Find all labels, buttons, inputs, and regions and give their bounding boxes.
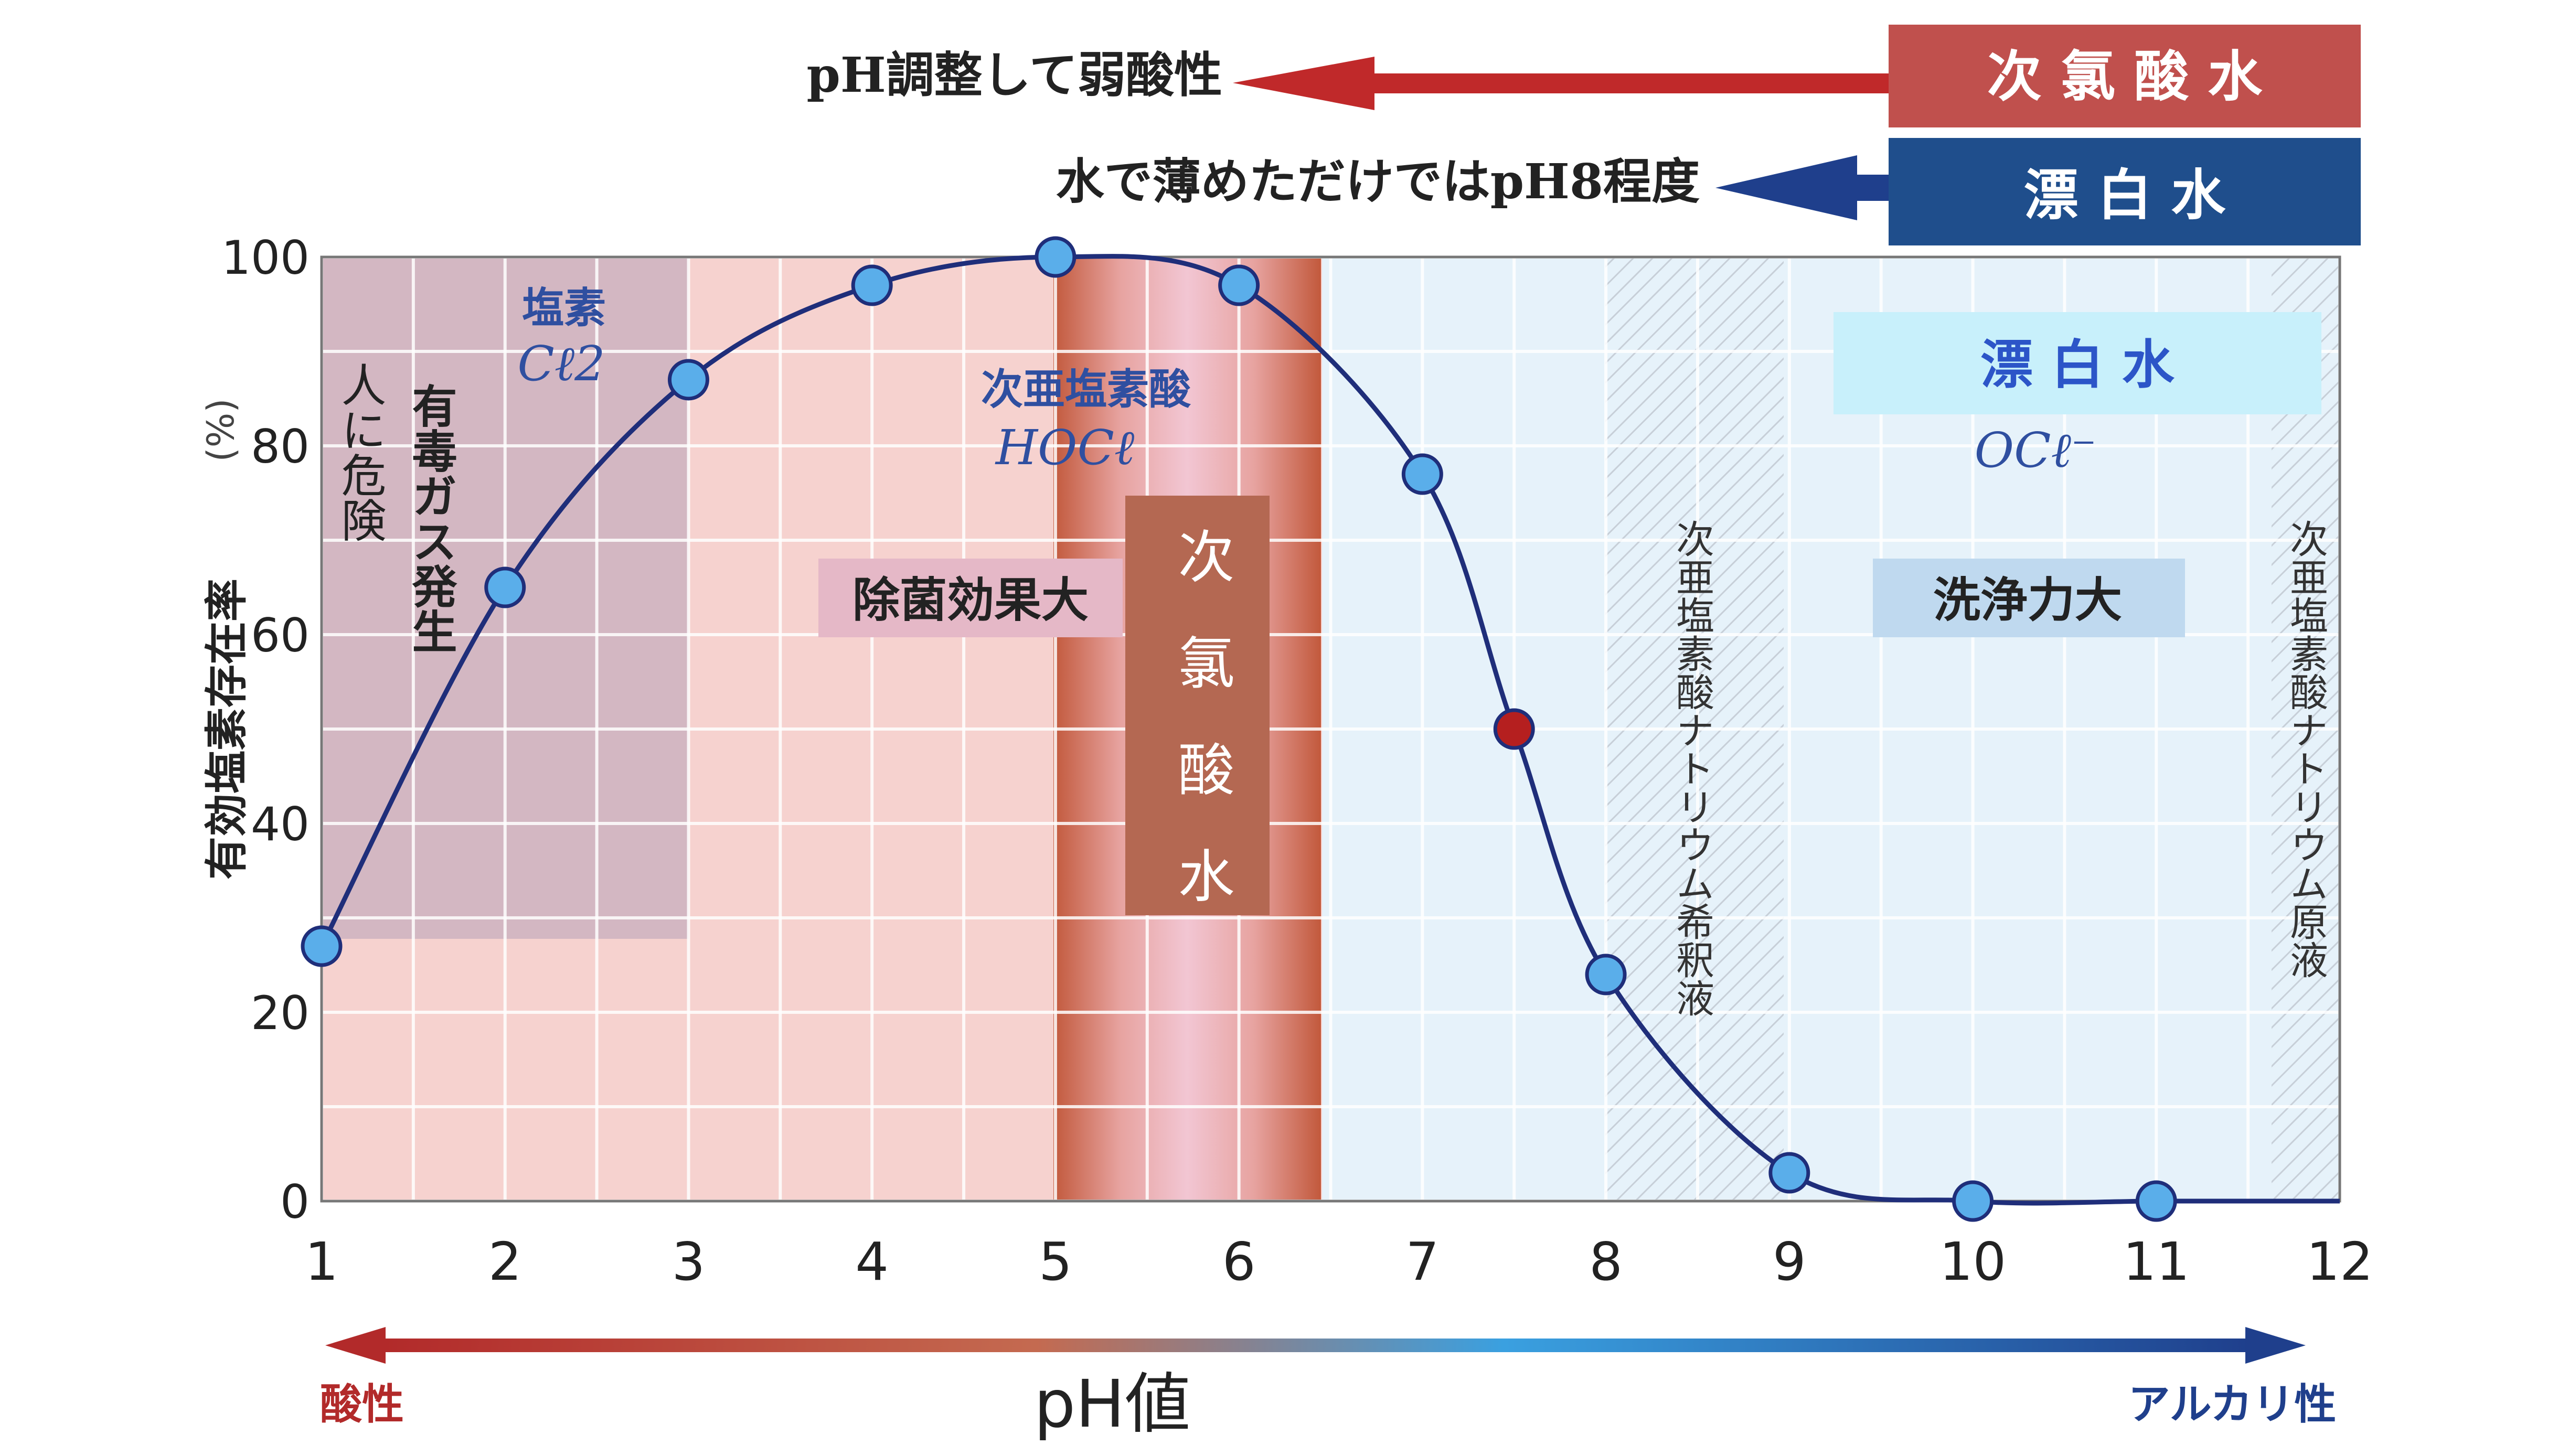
y-tick-label: 20 [251,986,310,1040]
ph-gradient-bar [383,1339,2251,1352]
diluted-label: 次亜塩素酸ナトリウム希釈液 [1670,519,1714,1017]
data-point [1401,453,1443,495]
cleaning-box [1873,559,2185,637]
arrow-left-red-icon [1233,57,1889,110]
bleach-water-box [1889,138,2361,245]
x-tick-label: 8 [1589,1231,1623,1292]
x-axis-label: pH値 [1034,1366,1190,1442]
cl2-title: 塩素 [522,283,606,333]
alkaline-arrowhead-icon [2245,1327,2306,1364]
hocl-title: 次亜塩素酸 [981,365,1191,414]
band-label-box [1125,496,1270,915]
arrow-left-blue-icon [1715,155,1889,220]
banner-top-text: pH調整して弱酸性 [807,47,1223,103]
x-tick-label: 2 [488,1231,522,1292]
x-tick-labels: 1 2 3 4 5 6 7 8 9 10 11 12 [305,1231,2373,1292]
hocl-formula: HOCℓ [995,420,1134,476]
x-tick-label: 6 [1222,1231,1256,1292]
data-points [301,236,2177,1222]
data-point [667,359,709,401]
data-point-highlight [1493,708,1535,750]
data-point [301,925,343,967]
y-axis-unit: (%) [199,398,242,462]
acid-arrowhead-icon [325,1327,386,1364]
series-line [319,254,2340,1206]
y-tick-label: 60 [251,608,310,662]
y-tick-labels: 0 20 40 60 80 100 [221,231,310,1229]
x-tick-label: 9 [1773,1231,1806,1292]
cleaning-label: 洗浄力大 [1933,573,2122,628]
danger-label: 人に危険 [333,362,386,542]
x-tick-label: 12 [2306,1231,2373,1292]
bleach-inplot-label: 漂 白 水 [1980,334,2175,395]
sterilization-box [818,559,1123,637]
y-axis-label: 有効塩素存在率 [202,579,252,880]
x-tick-label: 1 [305,1231,338,1292]
data-point [2135,1180,2177,1222]
data-point [1768,1152,1810,1194]
y-tick-label: 80 [251,420,310,474]
cl2-formula: Cℓ2 [517,336,605,392]
x-tick-label: 4 [855,1231,889,1292]
chlorous-acid-water-label: 次 氯 酸 水 [1987,44,2263,109]
ocl-formula: OCℓ⁻ [1975,422,2097,478]
y-tick-label: 40 [251,797,310,851]
sterilization-label: 除菌効果大 [852,573,1089,628]
bleach-water-label: 漂 白 水 [2024,163,2226,227]
plot-frame [320,255,2341,1203]
x-tick-label: 11 [2123,1231,2190,1292]
y-tick-label: 100 [221,231,310,285]
alkaline-label: アルカリ性 [2128,1380,2337,1429]
data-point [851,264,893,306]
data-point [1218,264,1260,306]
data-point [1035,236,1077,278]
x-tick-label: 10 [1939,1231,2006,1292]
x-tick-label: 5 [1039,1231,1072,1292]
banner-bottom-text: 水で薄めただけではpH8程度 [1056,153,1700,210]
chlorous-acid-water-box [1889,25,2361,127]
bleach-inplot-box [1834,312,2321,414]
y-tick-label: 0 [280,1175,310,1229]
toxic-gas-label: 有毒ガス発生 [404,383,457,654]
x-tick-label: 7 [1406,1231,1440,1292]
band-label: 次氯酸水 [1169,527,1234,953]
x-tick-label: 3 [672,1231,706,1292]
data-point [1585,954,1627,995]
data-point [484,566,526,608]
stock-label: 次亜塩素酸ナトリウム原液 [2284,519,2328,979]
data-point [1952,1180,1994,1222]
acid-label: 酸性 [320,1380,404,1429]
